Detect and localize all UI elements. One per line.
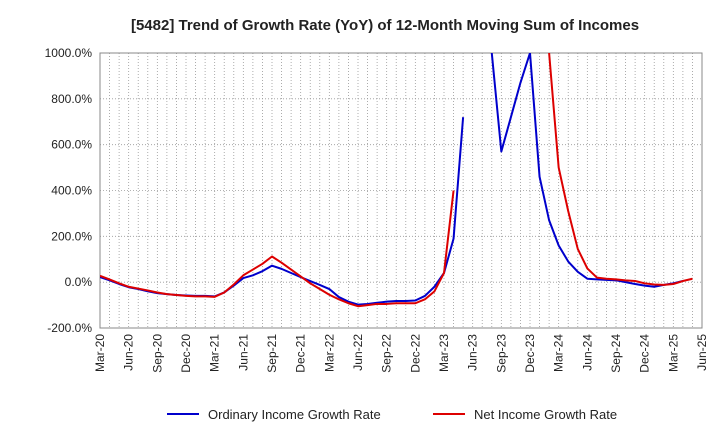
x-tick-label: Sep-22 xyxy=(380,334,394,373)
x-tick-label: Sep-21 xyxy=(265,334,279,373)
y-tick-label: 0.0% xyxy=(65,275,93,289)
y-tick-label: 800.0% xyxy=(51,92,92,106)
x-tick-label: Jun-24 xyxy=(580,334,594,371)
chart-title: [5482] Trend of Growth Rate (YoY) of 12-… xyxy=(131,17,639,34)
x-tick-label: Dec-22 xyxy=(408,334,422,373)
y-axis: -200.0% 0.0% 200.0% 400.0% 600.0% 800.0% 1000.… xyxy=(45,46,93,335)
x-tick-label: Mar-23 xyxy=(437,334,451,372)
x-tick-label: Mar-20 xyxy=(93,334,107,372)
x-tick-label: Jun-25 xyxy=(695,334,709,371)
x-tick-label: Jun-23 xyxy=(466,334,480,371)
x-tick-label: Mar-22 xyxy=(322,334,336,372)
x-tick-label: Jun-21 xyxy=(236,334,250,371)
legend-label: Net Income Growth Rate xyxy=(474,407,617,422)
grid-lines xyxy=(100,53,702,328)
series-line-net-income xyxy=(100,53,693,308)
x-axis: Mar-20 Jun-20 Sep-20 Dec-20 Mar-21 Jun-21 Sep-… xyxy=(93,334,709,373)
x-tick-label: Mar-25 xyxy=(666,334,680,372)
x-tick-label: Jun-20 xyxy=(122,334,136,371)
y-tick-label: 200.0% xyxy=(51,229,92,243)
x-tick-label: Dec-21 xyxy=(294,334,308,373)
y-tick-label: 400.0% xyxy=(51,184,92,198)
y-tick-label: 600.0% xyxy=(51,138,92,152)
x-tick-label: Sep-24 xyxy=(609,334,623,373)
x-tick-label: Mar-21 xyxy=(208,334,222,372)
x-tick-label: Dec-23 xyxy=(523,334,537,373)
legend: Ordinary Income Growth Rate Net Income Gr… xyxy=(167,407,617,422)
x-tick-label: Mar-24 xyxy=(552,334,566,372)
y-tick-label: -200.0% xyxy=(47,321,92,335)
x-tick-label: Dec-24 xyxy=(638,334,652,373)
series-lines xyxy=(100,53,693,308)
x-tick-label: Jun-22 xyxy=(351,334,365,371)
legend-label: Ordinary Income Growth Rate xyxy=(208,407,381,422)
y-tick-label: 1000.0% xyxy=(45,46,93,60)
x-tick-label: Sep-23 xyxy=(494,334,508,373)
plot-area xyxy=(99,52,703,329)
x-tick-label: Dec-20 xyxy=(179,334,193,373)
x-tick-label: Sep-20 xyxy=(150,334,164,373)
